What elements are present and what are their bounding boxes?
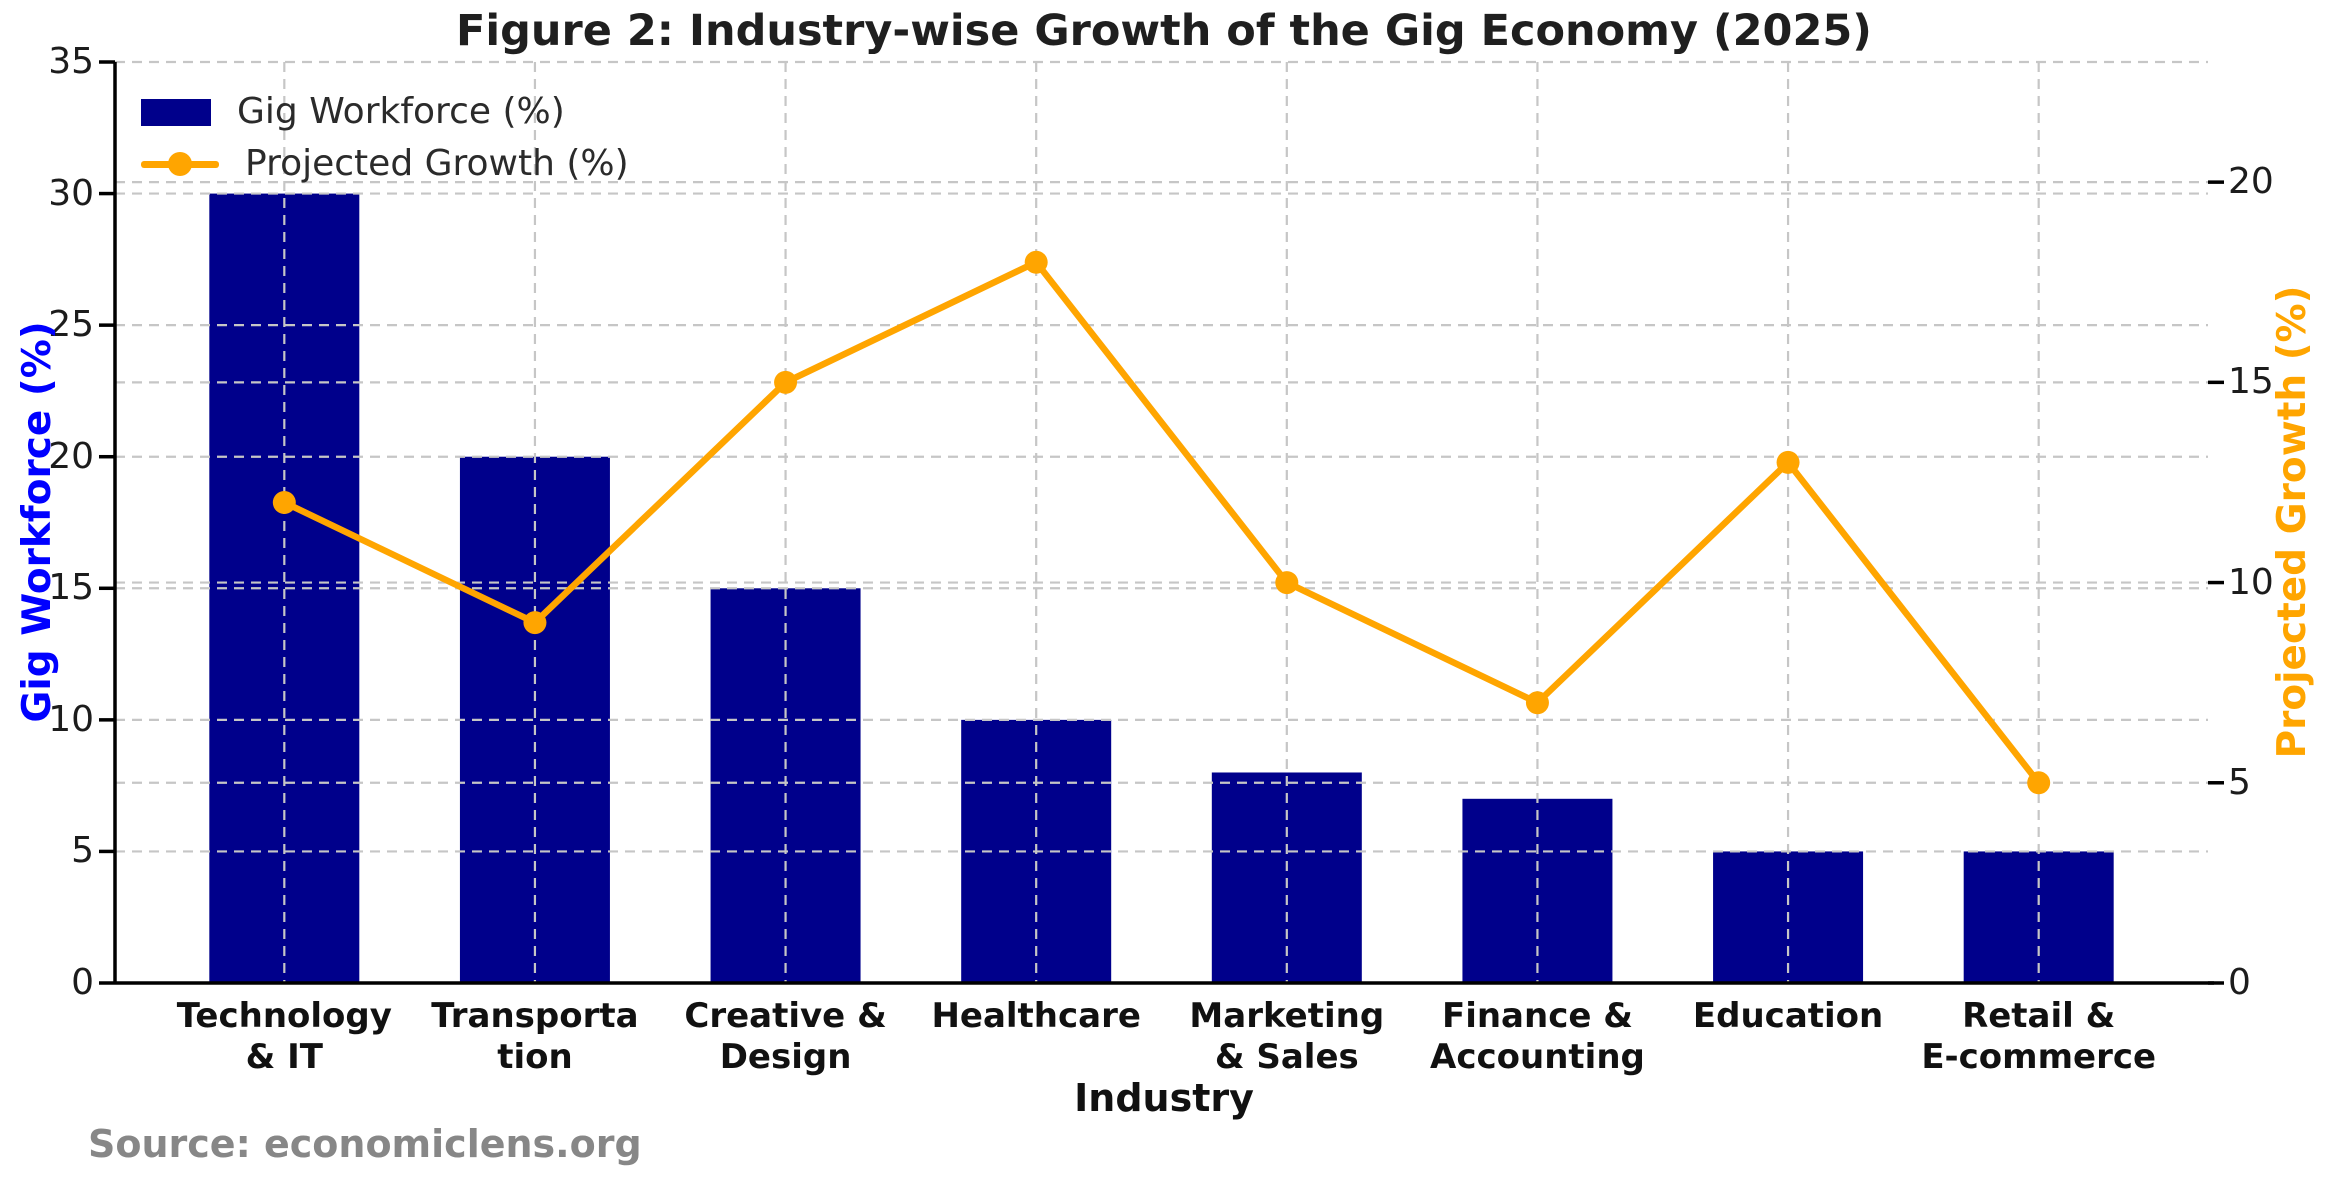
x-tick-label-6: Education [1692,996,1884,1036]
x-tick-label-2: Creative & Design [684,996,887,1077]
source-note: Source: economiclens.org [88,1122,642,1166]
legend-item-gig-workforce: Gig Workforce (%) [141,86,629,138]
x-tick-label-1: Transporta tion [431,996,639,1077]
x-axis-title: Industry [1074,1076,1254,1120]
legend-item-projected-growth: Projected Growth (%) [141,138,629,190]
legend: Gig Workforce (%) Projected Growth (%) [141,86,629,190]
left-tick-label-20: 20 [48,435,94,477]
plot-canvas [99,60,2224,985]
line-marker-3 [1024,250,1048,274]
line-marker-7 [2027,771,2051,795]
x-tick-label-0: Technology & IT [176,996,392,1077]
right-tick-label-0: 0 [2228,962,2251,1003]
legend-line-marker-icon [168,152,192,176]
right-tick-label-5: 5 [2228,761,2251,803]
left-tick-label-25: 25 [48,304,94,346]
left-tick-label-30: 30 [48,172,94,214]
left-tick-label-0: 0 [71,962,94,1003]
line-marker-6 [1776,450,1800,474]
line-marker-4 [1275,571,1299,595]
right-tick-label-10: 10 [2228,561,2274,603]
legend-bar-swatch [141,98,211,126]
projected-growth-line [281,258,2042,787]
right-tick-label-15: 15 [2228,361,2274,403]
right-tick-label-20: 20 [2228,161,2274,203]
left-tick-label-15: 15 [48,567,94,609]
x-tick-label-4: Marketing & Sales [1189,996,1385,1077]
legend-label-projected-growth: Projected Growth (%) [245,143,629,184]
x-axis-category-labels: Technology & IT Transporta tion Creative & De… [159,996,2164,1078]
line-marker-1 [523,611,547,635]
line-marker-0 [272,490,296,514]
left-tick-label-35: 35 [48,41,94,82]
chart-title: Figure 2: Industry-wise Growth of the Gi… [456,6,1872,56]
legend-line-swatch [141,152,219,176]
left-axis-title: Gig Workforce (%) [15,321,60,723]
legend-label-gig-workforce: Gig Workforce (%) [237,91,565,132]
line-marker-5 [1525,691,1549,715]
x-tick-label-7: Retail & E-commerce [1921,996,2157,1077]
line-marker-2 [774,370,798,394]
plot-area: Gig Workforce (%) Projected Growth (%) [99,60,2224,985]
x-tick-label-3: Healthcare [931,996,1141,1036]
left-tick-label-5: 5 [71,830,94,872]
left-tick-label-10: 10 [48,698,94,740]
x-tick-label-5: Finance & Accounting [1430,996,1645,1077]
right-axis-title: Projected Growth (%) [2270,285,2315,759]
